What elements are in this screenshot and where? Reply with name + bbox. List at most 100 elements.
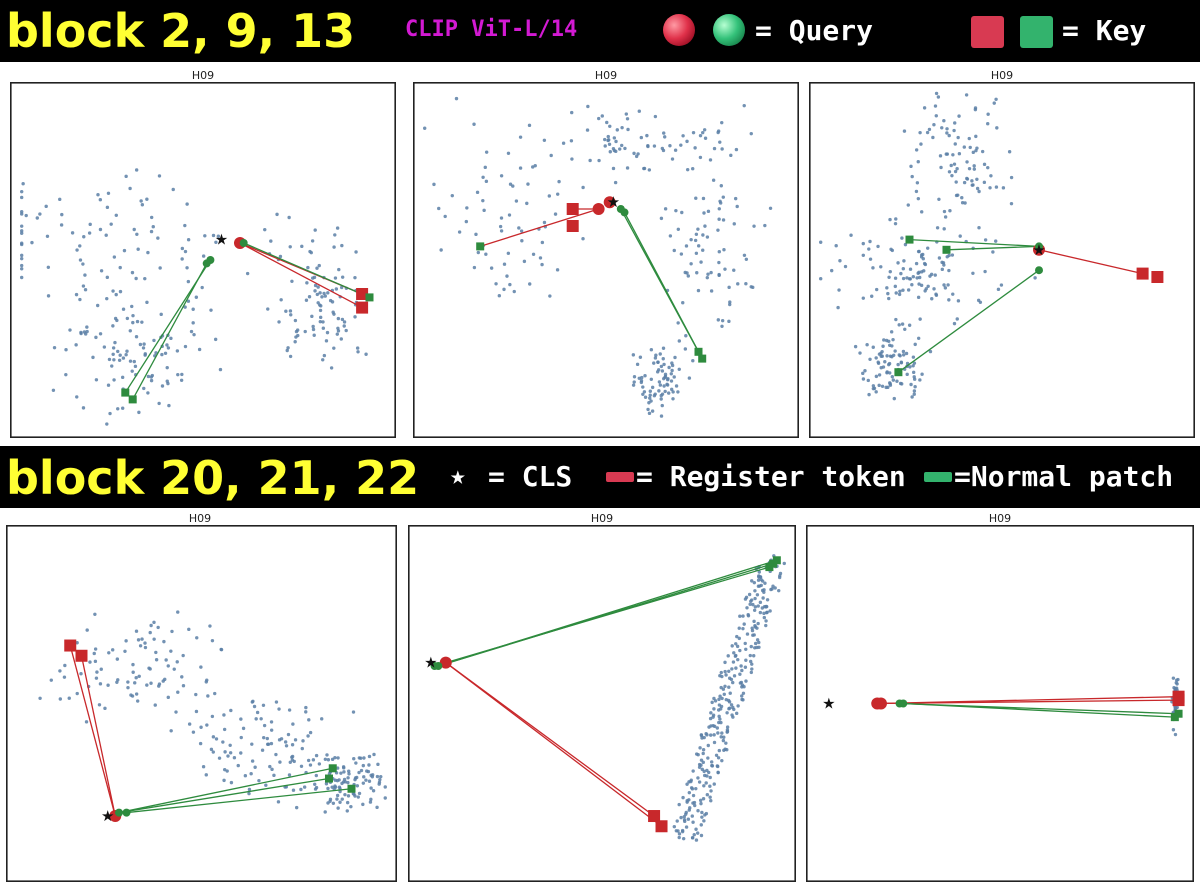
background-point — [650, 409, 655, 413]
background-point — [905, 276, 909, 280]
background-point — [999, 283, 1004, 287]
background-point — [146, 250, 150, 255]
background-point — [670, 368, 674, 373]
background-point — [720, 147, 724, 151]
background-point — [347, 772, 351, 776]
background-point — [180, 675, 184, 679]
background-point — [716, 764, 720, 769]
background-point — [755, 593, 760, 597]
attention-link — [69, 645, 116, 817]
background-point — [225, 769, 229, 773]
background-point — [686, 274, 690, 278]
background-point — [269, 720, 274, 724]
background-point — [732, 651, 736, 655]
background-point — [247, 791, 251, 796]
background-point — [883, 360, 887, 364]
background-point — [870, 294, 874, 298]
background-point — [300, 244, 304, 249]
background-point — [313, 283, 318, 288]
background-point — [99, 667, 103, 671]
background-point — [668, 143, 672, 148]
background-point — [888, 383, 893, 387]
background-point — [937, 197, 941, 201]
background-point — [919, 142, 923, 146]
background-point — [721, 218, 726, 222]
background-point — [157, 174, 162, 178]
background-point — [241, 726, 246, 731]
background-point — [716, 756, 721, 760]
background-point — [136, 638, 141, 642]
normal-legend-label: =Normal patch — [954, 460, 1174, 493]
background-point — [896, 362, 900, 367]
background-point — [303, 329, 307, 334]
background-point — [318, 308, 323, 313]
background-point — [874, 356, 878, 360]
background-point — [118, 353, 122, 357]
background-point — [362, 756, 366, 760]
background-point — [289, 313, 293, 317]
background-point — [114, 292, 118, 297]
background-point — [199, 725, 203, 729]
background-point — [605, 120, 609, 125]
background-point — [278, 254, 283, 259]
background-point — [164, 658, 168, 662]
background-point — [432, 182, 436, 187]
background-point — [88, 222, 92, 227]
background-point — [763, 581, 767, 585]
background-point — [696, 752, 700, 757]
background-point — [364, 778, 368, 782]
background-point — [120, 375, 125, 380]
background-point — [159, 312, 163, 317]
background-point — [717, 714, 721, 719]
background-point — [915, 181, 920, 185]
background-point — [130, 270, 135, 275]
background-point — [925, 130, 930, 135]
background-point — [115, 318, 119, 323]
background-point — [311, 758, 316, 762]
background-point — [890, 355, 894, 359]
background-point — [705, 235, 710, 239]
background-point — [631, 353, 636, 357]
background-point — [133, 364, 138, 369]
background-point — [719, 184, 724, 188]
background-point — [378, 777, 382, 782]
background-point — [336, 756, 340, 760]
background-point — [653, 114, 658, 119]
background-point — [741, 691, 746, 696]
background-point — [140, 320, 144, 324]
background-point — [888, 269, 892, 274]
background-point — [712, 740, 717, 745]
background-point — [894, 317, 898, 322]
background-point — [647, 411, 652, 416]
background-point — [353, 315, 357, 319]
background-point — [295, 328, 300, 332]
background-point — [484, 252, 488, 256]
background-point — [286, 732, 291, 737]
background-point — [255, 710, 260, 715]
background-point — [681, 795, 685, 800]
background-point — [723, 660, 727, 665]
background-point — [876, 244, 880, 249]
background-point — [685, 167, 690, 172]
background-point — [735, 634, 739, 639]
background-point — [933, 104, 938, 108]
background-point — [910, 395, 914, 399]
background-point — [200, 285, 204, 290]
background-point — [603, 144, 607, 148]
background-point — [439, 248, 443, 252]
background-point — [755, 645, 759, 650]
background-point — [371, 789, 376, 793]
background-point — [648, 396, 652, 400]
background-point — [965, 177, 970, 181]
background-point — [180, 246, 185, 251]
background-point — [553, 212, 558, 216]
register-key-marker — [64, 639, 77, 652]
background-point — [175, 660, 179, 664]
background-point — [1173, 705, 1177, 710]
background-point — [732, 707, 736, 712]
background-point — [954, 180, 958, 184]
background-point — [465, 206, 469, 210]
background-point — [205, 723, 209, 727]
background-point — [277, 707, 281, 711]
background-point — [259, 717, 263, 721]
